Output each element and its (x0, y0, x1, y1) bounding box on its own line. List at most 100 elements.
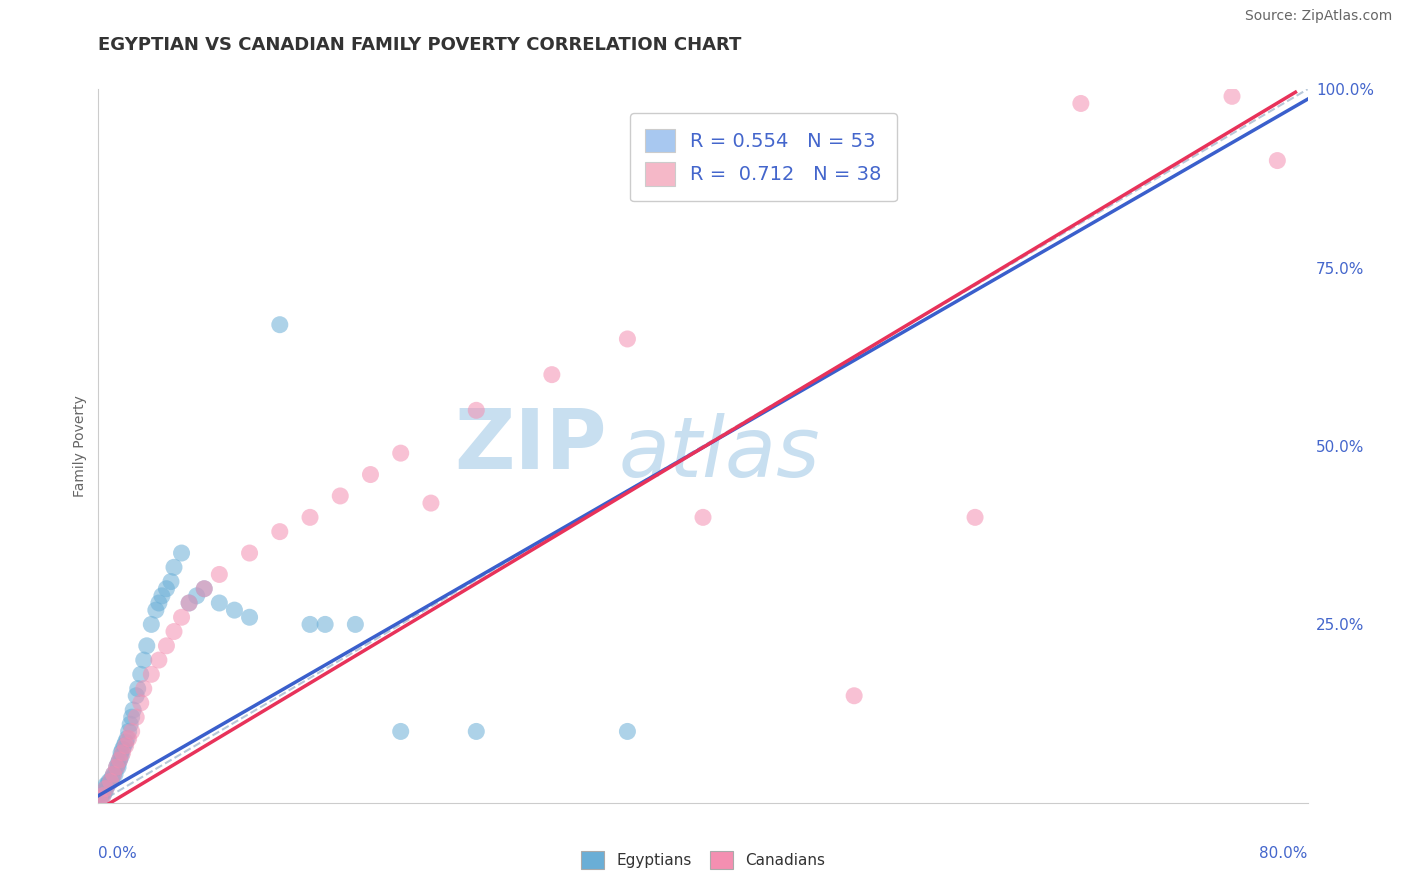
Point (170, 610, 193, 624)
Text: EGYPTIAN VS CANADIAN FAMILY POVERTY CORRELATION CHART: EGYPTIAN VS CANADIAN FAMILY POVERTY CORR… (98, 36, 742, 54)
Point (389, 724, 412, 739)
Point (107, 756, 129, 771)
Point (89, 792, 111, 806)
Point (141, 667, 163, 681)
Point (1070, 96, 1092, 111)
Point (112, 739, 135, 753)
Point (141, 617, 163, 632)
Y-axis label: Family Poverty: Family Poverty (73, 395, 87, 497)
Point (96, 778, 118, 792)
Point (118, 731, 141, 746)
Point (110, 746, 132, 760)
Point (105, 760, 128, 774)
Point (114, 735, 136, 749)
Point (132, 681, 155, 696)
Point (155, 582, 177, 596)
Legend: Egyptians, Canadians: Egyptians, Canadians (575, 845, 831, 875)
Point (616, 332, 638, 346)
Point (299, 617, 322, 632)
Point (163, 560, 186, 574)
Point (186, 589, 208, 603)
Point (155, 639, 177, 653)
Point (103, 767, 125, 781)
Point (108, 753, 131, 767)
Point (125, 689, 148, 703)
Point (540, 368, 562, 382)
Point (148, 596, 170, 610)
Point (224, 603, 246, 617)
Point (111, 742, 134, 756)
Point (132, 653, 155, 667)
Point (90, 789, 112, 803)
Point (269, 524, 291, 539)
Point (91, 789, 114, 803)
Point (98, 774, 121, 789)
Point (170, 546, 193, 560)
Legend: R = 0.554   N = 53, R =  0.712   N = 38: R = 0.554 N = 53, R = 0.712 N = 38 (630, 113, 897, 202)
Point (193, 582, 215, 596)
Point (125, 710, 148, 724)
Point (121, 724, 143, 739)
Point (101, 771, 124, 785)
Point (115, 731, 138, 746)
Point (692, 510, 714, 524)
Point (329, 489, 352, 503)
Point (91, 789, 114, 803)
Text: 0.0%: 0.0% (98, 846, 138, 861)
Point (420, 496, 443, 510)
Point (163, 624, 186, 639)
Point (150, 589, 173, 603)
Point (208, 596, 231, 610)
Point (208, 567, 231, 582)
Point (129, 696, 152, 710)
Point (94, 778, 117, 792)
Point (1220, 89, 1243, 103)
Point (1267, 153, 1289, 168)
Point (94, 781, 117, 796)
Point (844, 689, 866, 703)
Point (94, 781, 117, 796)
Point (118, 724, 141, 739)
Point (239, 546, 262, 560)
Point (100, 774, 122, 789)
Point (616, 724, 638, 739)
Point (110, 749, 132, 764)
Point (389, 446, 412, 460)
Point (104, 767, 127, 781)
Text: 80.0%: 80.0% (1260, 846, 1308, 861)
Point (103, 767, 125, 781)
Point (299, 510, 322, 524)
Text: Source: ZipAtlas.com: Source: ZipAtlas.com (1244, 9, 1392, 23)
Point (965, 510, 987, 524)
Point (465, 403, 488, 417)
Point (239, 610, 262, 624)
Point (344, 617, 367, 632)
Point (107, 760, 129, 774)
Point (314, 617, 336, 632)
Point (148, 653, 170, 667)
Point (360, 467, 382, 482)
Point (179, 596, 201, 610)
Point (114, 739, 136, 753)
Point (100, 774, 122, 789)
Point (269, 318, 291, 332)
Point (91, 785, 114, 799)
Text: ZIP: ZIP (454, 406, 606, 486)
Point (108, 753, 131, 767)
Point (121, 710, 143, 724)
Point (89, 792, 111, 806)
Point (193, 582, 215, 596)
Point (111, 746, 134, 760)
Point (120, 717, 142, 731)
Point (135, 639, 157, 653)
Point (129, 667, 152, 681)
Point (122, 703, 145, 717)
Point (160, 574, 183, 589)
Point (179, 596, 201, 610)
Text: atlas: atlas (619, 413, 820, 493)
Point (105, 760, 128, 774)
Point (93, 785, 115, 799)
Point (145, 603, 167, 617)
Point (127, 681, 149, 696)
Point (465, 724, 488, 739)
